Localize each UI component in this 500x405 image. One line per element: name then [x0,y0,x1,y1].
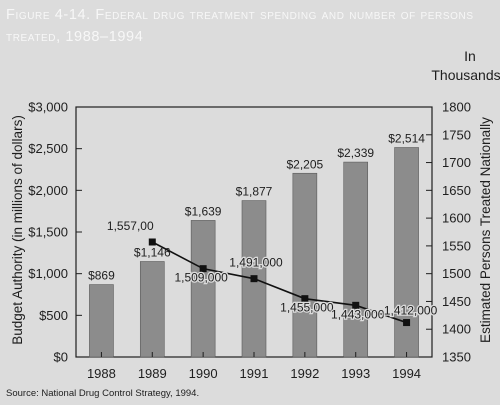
line-point [250,275,258,283]
x-tick-label: 1992 [290,366,319,381]
line-value-label: 1,443,000 [331,307,385,321]
bar-value-label: $2,514 [388,132,425,146]
y2-tick-label: 1500 [442,266,471,281]
x-tick-label: 1990 [189,366,218,381]
line-value-label: 1,491,000 [229,256,283,270]
bar-value-label: $869 [88,269,115,283]
y-tick-label: $2,000 [28,183,68,198]
bar-value-label: $1,639 [185,204,222,218]
bar-value-label: $2,339 [337,146,374,160]
source-note: Source: National Drug Control Strategy, … [6,388,200,399]
y2-tick-label: 1750 [442,127,471,142]
x-tick-label: 1989 [138,366,167,381]
bar [89,284,114,358]
figure-title: Figure 4-14. Federal drug treatment spen… [6,4,494,48]
y2-tick-label: 1600 [442,211,471,226]
y-tick-label: $2,500 [28,141,68,156]
x-tick-label: 1991 [240,366,269,381]
x-tick-label: 1993 [341,366,370,381]
y2-axis-title: Estimated Persons Treated Nationally [478,117,493,343]
bar [190,220,216,358]
line-point [352,301,360,309]
y2-tick-label: 1550 [442,238,471,253]
bar [292,172,318,358]
y2-tick-label: 1400 [442,322,471,337]
y-tick-label: $500 [39,308,68,323]
line-point [199,265,207,273]
y-tick-label: $1,000 [28,266,68,281]
bar-value-label: $1,877 [236,185,273,199]
x-tick-label: 1988 [87,366,116,381]
bar-value-label: $1,146 [134,246,171,260]
bar-value-label: $2,205 [287,157,324,171]
series-line [151,241,407,324]
line-point [148,238,156,246]
y-tick-label: $0 [54,350,68,365]
y-tick-label: $1,500 [28,225,68,240]
figure-title-line-2: treated, 1988–1994 [6,29,144,45]
y2-tick-label: 1350 [442,350,471,365]
y2-unit-line-2: Thousands [431,67,500,83]
line-point [403,319,411,327]
line-point [301,295,309,303]
y2-tick-label: 1700 [442,155,471,170]
x-tick-label: 1994 [392,366,421,381]
y2-tick-label: 1800 [442,100,471,115]
y2-unit-line-1: In [464,48,476,64]
y2-tick-label: 1650 [442,183,471,198]
line-value-label: 1,557,00 [107,219,154,233]
y-axis-title: Budget Authority (in millions of dollars… [10,115,25,345]
line-value-label: 1,412,000 [384,304,438,318]
line-value-label: 1,509,000 [174,271,228,285]
y2-tick-label: 1450 [442,294,471,309]
figure-title-line-1: Figure 4-14. Federal drug treatment spen… [6,7,474,23]
y-tick-label: $3,000 [28,100,68,115]
line-value-label: 1,455,000 [280,301,334,315]
bar [139,261,165,358]
bar [343,161,369,358]
